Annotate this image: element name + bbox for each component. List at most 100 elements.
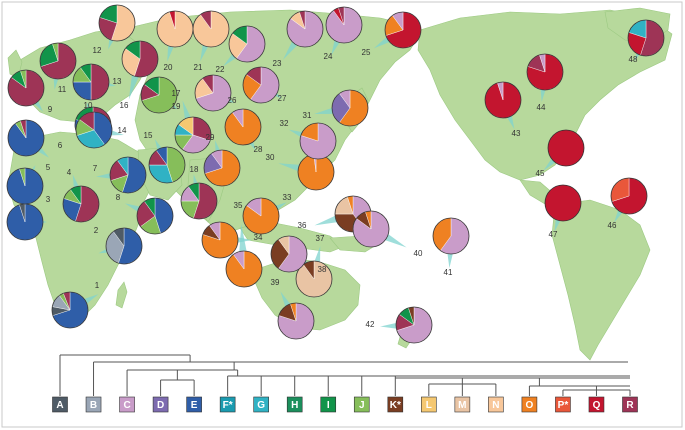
pie-border (121, 40, 159, 78)
pie-chart-population-18 (180, 182, 218, 220)
haplogroup-legend-item-C: C (119, 396, 135, 413)
population-label-11: 11 (58, 85, 67, 94)
pie-border (224, 108, 262, 146)
haplogroup-label: O (526, 400, 534, 411)
pie-chart-population-5 (6, 167, 44, 205)
pie-chart-population-26 (194, 74, 232, 112)
pie-border (544, 184, 582, 222)
pie-chart-population-23 (286, 10, 324, 48)
pie-chart-population-8 (136, 197, 174, 235)
pie-chart-population-36 (334, 195, 372, 233)
pie-border (140, 76, 178, 114)
haplogroup-swatch (353, 396, 370, 413)
pie-chart-population-28 (224, 108, 262, 146)
pie-chart-population-24 (325, 6, 363, 44)
haplogroup-label: K* (390, 400, 401, 411)
population-label-23: 23 (273, 59, 282, 68)
population-label-34: 34 (254, 233, 263, 242)
great-britain (7, 49, 23, 79)
population-label-46: 46 (608, 221, 617, 230)
population-label-38: 38 (318, 265, 327, 274)
haplogroup-swatch (454, 396, 471, 413)
haplogroup-label: J (359, 400, 365, 411)
pie-chart-population-13 (72, 63, 110, 101)
population-label-6: 6 (58, 141, 63, 150)
population-label-26: 26 (228, 96, 237, 105)
pie-chart-population-39 (277, 302, 315, 340)
population-pie-charts (6, 4, 665, 344)
pie-border (384, 11, 422, 49)
population-label-13: 13 (113, 77, 122, 86)
haplogroup-legend-item-D: D (152, 396, 169, 413)
haplogroup-legend-item-J: J (353, 396, 370, 413)
haplogroup-legend-item-F-star: F* (219, 396, 236, 413)
pie-border (352, 210, 390, 248)
population-label-12: 12 (93, 46, 102, 55)
pie-border (201, 221, 239, 259)
population-label-20: 20 (164, 63, 173, 72)
haplogroup-swatch (253, 396, 269, 413)
haplogroup-legend-item-I: I (320, 396, 337, 413)
pie-chart-population-7 (109, 156, 147, 194)
pie-border (627, 19, 665, 57)
pie-border (174, 116, 212, 154)
population-label-39: 39 (271, 278, 280, 287)
haplogroup-swatch (555, 396, 571, 413)
population-label-1: 1 (95, 281, 100, 290)
haplogroup-swatch (488, 396, 504, 413)
haplogroup-swatch (320, 396, 337, 413)
pie-border (242, 197, 280, 235)
pie-chart-population-46 (610, 177, 648, 215)
pie-border (192, 10, 230, 48)
pie-chart-population-32 (299, 122, 337, 160)
haplogroup-label: I (327, 400, 330, 411)
population-label-16: 16 (120, 101, 129, 110)
haplogroup-swatch (521, 396, 538, 413)
population-label-2: 2 (94, 226, 99, 235)
haplogroup-tree (59, 354, 631, 396)
haplogroup-label: F* (223, 400, 233, 411)
population-label-17: 17 (172, 89, 181, 98)
haplogroup-swatch (387, 396, 404, 413)
haplogroup-legend-item-G: G (253, 396, 269, 413)
population-label-29: 29 (206, 133, 215, 142)
population-label-47: 47 (549, 230, 558, 239)
pie-chart-population-20 (156, 10, 194, 48)
pie-chart-population-30 (297, 153, 335, 191)
pie-chart-population-37 (295, 260, 333, 298)
pie-chart-population-34 (201, 221, 239, 259)
pie-chart-population-35 (225, 250, 263, 288)
pie-chart-population-42 (395, 306, 433, 344)
haplogroup-swatch (85, 396, 102, 413)
haplogroup-label: E (191, 400, 198, 411)
pie-chart-population-1 (51, 291, 89, 329)
pie-chart-population-40 (352, 210, 390, 248)
pie-chart-population-45 (547, 129, 585, 167)
population-label-27: 27 (278, 94, 287, 103)
population-label-32: 32 (280, 119, 289, 128)
pie-border (526, 53, 564, 91)
population-label-25: 25 (362, 48, 371, 57)
pie-border (180, 182, 218, 220)
pie-border (39, 42, 77, 80)
haplogroup-label: D (157, 400, 164, 411)
haplogroup-swatch (52, 396, 68, 413)
population-label-15: 15 (144, 131, 153, 140)
pie-chart-population-15 (148, 146, 186, 184)
haplogroup-legend-item-Q: Q (588, 396, 605, 413)
pie-chart-population-4 (62, 185, 100, 223)
pie-border (7, 119, 45, 157)
haplogroup-legend-item-A: A (52, 396, 68, 413)
pie-border (109, 156, 147, 194)
population-label-18: 18 (190, 165, 199, 174)
pie-chart-population-21 (192, 10, 230, 48)
pie-chart-population-12 (98, 4, 136, 42)
population-label-45: 45 (536, 169, 545, 178)
haplogroup-label: N (492, 400, 499, 411)
population-label-43: 43 (512, 129, 521, 138)
pie-chart-population-38 (270, 235, 308, 273)
population-label-37: 37 (316, 234, 325, 243)
population-label-19: 19 (172, 102, 181, 111)
haplogroup-legend-item-R: R (622, 396, 638, 413)
